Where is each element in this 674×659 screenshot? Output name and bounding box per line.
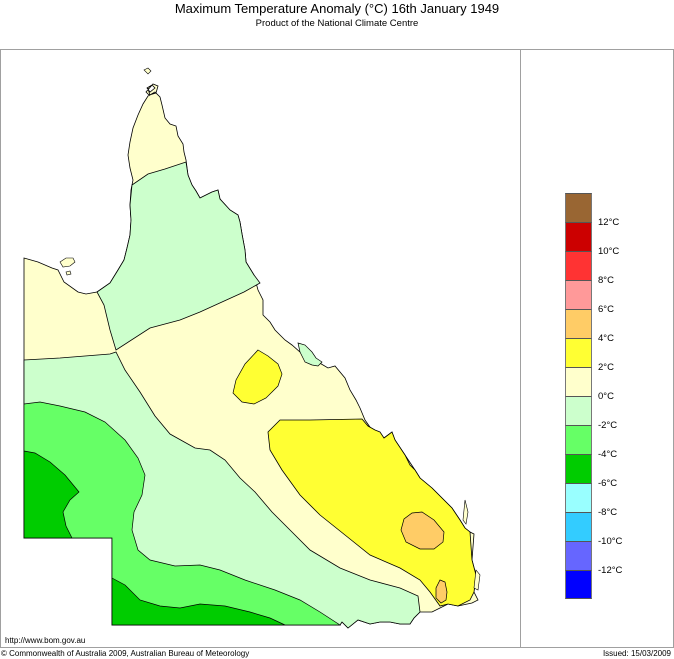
legend-swatch-above-12 xyxy=(565,193,592,222)
zone-southwest-green xyxy=(23,401,342,626)
zone-orange-large xyxy=(400,511,445,550)
copyright-notice: © Commonwealth of Australia 2009, Austra… xyxy=(1,649,250,658)
legend-divider xyxy=(520,49,521,647)
legend-swatch-neg4-neg2 xyxy=(565,425,592,454)
legend-swatch-neg10-neg8 xyxy=(565,512,592,541)
legend-label-6: 6°C xyxy=(598,304,614,315)
bom-url-link[interactable]: http://www.bom.gov.au xyxy=(5,636,86,645)
map-title: Maximum Temperature Anomaly (°C) 16th Ja… xyxy=(174,1,500,16)
zone-southeast-yellow xyxy=(267,418,477,607)
island-gulf-small xyxy=(65,270,72,276)
legend-swatch-neg2-0 xyxy=(565,396,592,425)
legend-swatch-below-neg12 xyxy=(565,570,592,599)
legend-label-8: 8°C xyxy=(598,275,614,286)
legend-swatch-0-2 xyxy=(565,367,592,396)
zone-coastal-green xyxy=(297,342,323,367)
legend-label-neg8: -8°C xyxy=(598,507,618,518)
legend-label-2: 2°C xyxy=(598,362,614,373)
color-legend xyxy=(565,193,592,599)
legend-label-0: 0°C xyxy=(598,391,614,402)
zone-west-darkgreen xyxy=(23,450,80,539)
legend-swatch-neg8-neg6 xyxy=(565,483,592,512)
legend-swatch-4-6 xyxy=(565,309,592,338)
legend-swatch-neg12-neg10 xyxy=(565,541,592,570)
zone-inland-yellow xyxy=(232,349,283,405)
legend-swatch-8-10 xyxy=(565,251,592,280)
zone-south-darkgreen xyxy=(111,577,286,626)
island-southeast xyxy=(462,499,469,525)
legend-swatch-2-4 xyxy=(565,338,592,367)
legend-swatch-10-12 xyxy=(565,222,592,251)
issued-date: Issued: 15/03/2009 xyxy=(602,649,671,658)
legend-label-10: 10°C xyxy=(598,246,620,257)
legend-label-neg4: -4°C xyxy=(598,449,618,460)
legend-label-4: 4°C xyxy=(598,333,614,344)
island-gulf xyxy=(59,257,76,268)
legend-label-neg6: -6°C xyxy=(598,478,618,489)
legend-swatch-neg6-neg4 xyxy=(565,454,592,483)
island-fraser xyxy=(473,569,481,591)
map-subtitle: Product of the National Climate Centre xyxy=(255,18,419,29)
island-north xyxy=(143,67,152,75)
zone-cape-green xyxy=(96,161,261,351)
legend-label-neg12: -12°C xyxy=(598,565,623,576)
zone-orange-small xyxy=(435,579,448,604)
legend-label-12: 12°C xyxy=(598,217,620,228)
legend-label-neg2: -2°C xyxy=(598,420,618,431)
legend-swatch-6-8 xyxy=(565,280,592,309)
legend-label-neg10: -10°C xyxy=(598,536,623,547)
